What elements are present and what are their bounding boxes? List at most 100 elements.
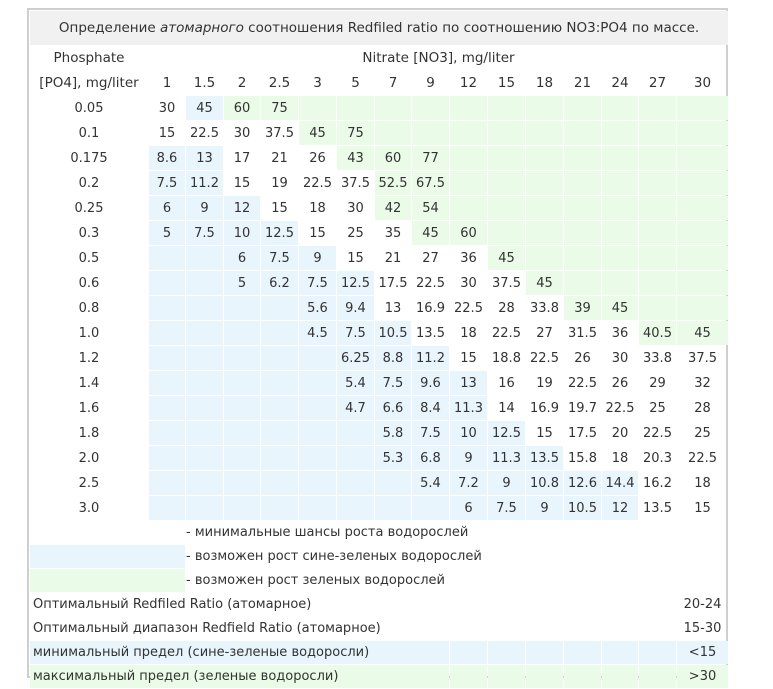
ratio-cell (375, 496, 411, 520)
ratio-cell (639, 271, 676, 295)
ratio-cell: 22.5 (190, 125, 219, 141)
ratio-cell: 28 (498, 300, 515, 316)
ratio-cell: 18 (694, 475, 711, 491)
ratio-cell (337, 446, 374, 470)
ratio-cell (564, 121, 601, 145)
ratio-cell (186, 396, 223, 420)
ratio-cell: 45 (186, 96, 223, 120)
ratio-cell: 11.2 (412, 346, 449, 370)
ratio-cell: 14 (498, 400, 515, 416)
ratio-cell: 19.7 (568, 400, 597, 416)
nitrate-header: Nitrate [NO3], mg/liter (362, 50, 515, 66)
ratio-cell (639, 146, 676, 170)
ratio-cell (488, 96, 525, 120)
phosphate-value: 0.175 (70, 150, 108, 166)
ratio-cell: 5.3 (375, 446, 411, 470)
summary-fill-cell (450, 641, 487, 664)
phosphate-value: 0.05 (74, 100, 104, 116)
ratio-cell (602, 121, 638, 145)
ratio-cell: 67.5 (412, 171, 449, 195)
ratio-cell: 10.5 (375, 321, 411, 345)
summary-label: Оптимальный Redfiled Ratio (атомарное) (33, 597, 312, 612)
ratio-cell: 6.6 (375, 396, 411, 420)
ratio-cell (677, 96, 729, 120)
ratio-cell: 4.5 (299, 321, 336, 345)
summary-row: минимальный предел (сине-зеленые водорос… (30, 641, 729, 664)
ratio-cell (677, 271, 729, 295)
ratio-cell (299, 371, 336, 395)
ratio-cell: 20.3 (643, 450, 672, 466)
ratio-cell (224, 321, 260, 345)
ratio-cell: 15 (694, 500, 711, 516)
phosphate-header-line1: Phosphate (53, 50, 125, 66)
phosphate-value: 2.5 (78, 475, 100, 491)
ratio-cell: 12.5 (261, 221, 298, 245)
ratio-cell (639, 171, 676, 195)
ratio-cell: 4.7 (337, 396, 374, 420)
ratio-cell (337, 496, 374, 520)
ratio-cell (261, 471, 298, 495)
summary-fill-cell (602, 641, 638, 664)
summary-fill-cell (564, 641, 601, 664)
ratio-cell: 9 (299, 246, 336, 270)
ratio-cell: 13 (186, 146, 223, 170)
ratio-cell (149, 371, 185, 395)
ratio-cell: 36 (460, 250, 477, 266)
ratio-cell: 18.8 (492, 350, 521, 366)
caption-text-before: Определение (58, 20, 160, 36)
ratio-cell (186, 471, 223, 495)
ratio-cell (186, 246, 223, 270)
summary-fill-cell (639, 665, 676, 688)
ratio-cell: 17 (233, 150, 251, 166)
ratio-cell (186, 446, 223, 470)
ratio-cell: 22.5 (605, 400, 635, 416)
ratio-cell (149, 421, 185, 445)
ratio-cell (412, 96, 449, 120)
nitrate-value: 30 (693, 75, 712, 91)
summary-value: <15 (677, 641, 729, 664)
ratio-cell: 60 (375, 146, 411, 170)
table-row: 1.4 5.4 7.5 9.6 13 16 19 22.5 26 29 32 (30, 371, 728, 395)
summary-fill-cell (450, 593, 487, 616)
table-row: 2.0 5.3 6.8 9 11.3 13.5 15.8 18 20.3 22.5 (30, 446, 728, 470)
table-row: 0.8 5.6 9.4 13 16.9 22.5 28 33.8 39 45 (30, 296, 729, 320)
ratio-cell: 15 (233, 175, 251, 191)
summary-value: 15-30 (683, 621, 722, 636)
ratio-cell: 7.5 (337, 321, 374, 345)
summary-fill-cell (602, 593, 638, 616)
ratio-cell (677, 296, 729, 320)
ratio-cell (224, 346, 260, 370)
table-row: 2.5 5.4 7.2 9 10.8 12.6 14.4 16.2 18 (30, 471, 728, 495)
ratio-cell (186, 421, 223, 445)
ratio-cell: 12.5 (337, 271, 374, 295)
ratio-cell: 22.5 (530, 350, 559, 366)
redfield-ratio-table: Определение атомарного соотношения Redfi… (29, 10, 729, 689)
nitrate-value: 2.5 (268, 75, 291, 91)
ratio-cell: 12 (224, 196, 260, 220)
ratio-cell (224, 371, 260, 395)
legend-text: - минимальные шансы роста водорослей (186, 525, 469, 540)
ratio-cell (677, 196, 729, 220)
ratio-cell (299, 96, 336, 120)
summary-fill-cell (488, 641, 525, 664)
ratio-cell (639, 96, 676, 120)
ratio-cell: 36 (611, 325, 629, 341)
phosphate-value: 1.2 (78, 350, 100, 366)
ratio-cell (602, 96, 638, 120)
ratio-cell (488, 171, 525, 195)
table-row: 1.2 6.25 8.8 11.2 15 18.8 22.5 26 30 33.8 37.5 (30, 346, 728, 370)
summary-fill-cell (488, 593, 525, 616)
ratio-cell: 9.6 (412, 371, 449, 395)
ratio-cell: 60 (224, 96, 260, 120)
ratio-cell: 5.6 (299, 296, 336, 320)
ratio-cell: 32 (694, 375, 711, 391)
summary-fill-cell (602, 617, 638, 640)
ratio-cell: 7.5 (375, 371, 411, 395)
table-row: 0.175 8.6 13 17 21 26 43 60 77 (30, 146, 729, 170)
summary-fill-cell (526, 593, 563, 616)
ratio-cell: 39 (564, 296, 601, 320)
ratio-cell: 6 (450, 496, 487, 520)
ratio-cell: 22.5 (303, 175, 332, 191)
ratio-cell (186, 496, 223, 520)
ratio-cell: 19 (271, 175, 288, 191)
